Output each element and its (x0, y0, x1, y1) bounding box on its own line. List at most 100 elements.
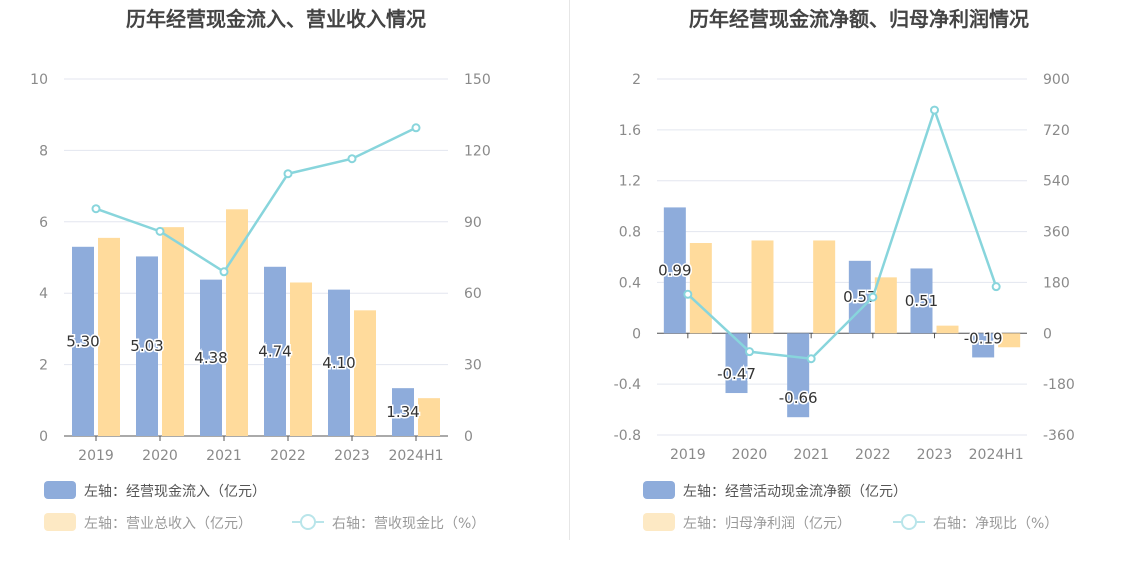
legend-swatch-line-marker (901, 514, 917, 530)
right-axis-tick-label: 90 (464, 215, 482, 231)
left-axis-tick-label: 0 (39, 429, 48, 445)
x-axis-tick-label: 2024H1 (969, 447, 1024, 463)
bar-primary (136, 256, 158, 436)
bar-secondary (290, 282, 312, 436)
left-axis-tick-label: 6 (39, 215, 48, 231)
left-axis-tick-label: 2 (39, 358, 48, 374)
right-axis-tick-label: -360 (1043, 428, 1075, 444)
x-axis-tick-label: 2019 (670, 447, 706, 463)
x-axis-tick-label: 2022 (855, 447, 891, 463)
right-axis-tick-label: 900 (1043, 72, 1070, 88)
line-point (411, 123, 421, 133)
bar-primary (725, 333, 748, 394)
x-axis-tick-label: 2021 (793, 447, 829, 463)
x-axis-tick-label: 2024H1 (388, 448, 443, 464)
bar-data-label: 1.34 (386, 403, 419, 421)
bar-secondary (689, 243, 712, 334)
bar-secondary (162, 227, 184, 436)
bar-data-label: 5.03 (130, 337, 163, 355)
bar-primary (972, 333, 995, 358)
right-axis-tick-label: 150 (464, 72, 491, 88)
legend-label-line: 右轴：营收现金比（%） (332, 516, 485, 532)
line-point (283, 169, 293, 179)
left-axis-tick-label: -0.4 (614, 377, 641, 393)
chart-title: 历年经营现金流净额、归母净利润情况 (689, 7, 1029, 31)
line-point (347, 154, 357, 164)
bar-data-label: -0.19 (964, 329, 1003, 347)
x-axis-tick-label: 2022 (270, 448, 306, 464)
bar-secondary (354, 310, 376, 436)
legend-swatch-secondary (643, 513, 675, 531)
line-series (686, 106, 998, 361)
x-axis-tick-label: 2023 (334, 448, 370, 464)
bar-primary (200, 279, 222, 436)
bar-data-label: -0.47 (717, 365, 756, 383)
line-point (683, 289, 693, 299)
legend-swatch-secondary (44, 513, 76, 531)
bar-primary (328, 289, 350, 436)
bar-secondary (98, 237, 120, 436)
x-axis-tick-label: 2019 (78, 448, 114, 464)
left-axis-tick-label: 8 (39, 143, 48, 159)
x-axis-tick-label: 2020 (732, 447, 768, 463)
bar-secondary (226, 209, 248, 436)
left-axis-tick-label: 10 (30, 72, 48, 88)
line-point (930, 105, 939, 115)
line-point (91, 204, 101, 214)
bar-primary (663, 207, 686, 334)
bar-secondary (936, 325, 959, 334)
legend-swatch-primary (643, 481, 675, 499)
bar-primary (787, 333, 810, 418)
line-point (219, 267, 229, 277)
right-axis-tick-label: 0 (464, 429, 473, 445)
bar-secondary (874, 277, 897, 334)
chart-panel-cash-inflow: 历年经营现金流入、营业收入情况 0 2 4 6 8 10 0 30 60 90 120 150 2019 5… (0, 0, 567, 582)
line-point (745, 347, 754, 357)
right-axis-tick-label: 720 (1043, 123, 1070, 139)
legend-label-primary: 左轴：经营活动现金流净额（亿元） (683, 484, 907, 500)
right-axis-tick-label: 180 (1043, 275, 1070, 291)
bar-primary (264, 266, 286, 436)
line-point (155, 226, 165, 236)
left-axis-tick-label: 4 (39, 286, 48, 302)
legend-swatch-primary (44, 481, 76, 499)
chart-net-cash-profit: 历年经营现金流净额、归母净利润情况 -0.8 -0.4 0 0.4 0.8 1.2 1.6 2 -… (614, 7, 1075, 532)
legend-swatch-line-marker (300, 514, 316, 530)
bar-secondary (751, 240, 774, 334)
chart-cash-inflow-revenue: 历年经营现金流入、营业收入情况 0 2 4 6 8 10 0 30 60 90 120 150 2019 5… (30, 7, 491, 532)
bar-data-label: 5.30 (66, 332, 99, 350)
right-axis-tick-label: 120 (464, 143, 491, 159)
right-axis-tick-label: 0 (1043, 326, 1052, 342)
line-point (868, 292, 878, 302)
bar-primary (910, 268, 933, 334)
bar-data-label: -0.66 (779, 389, 818, 407)
legend-label-secondary: 左轴：归母净利润（亿元） (683, 515, 851, 532)
legend-label-primary: 左轴：经营现金流入（亿元） (84, 484, 266, 500)
x-axis-tick-label: 2020 (142, 448, 178, 464)
x-axis-tick-label: 2021 (206, 448, 242, 464)
right-axis-tick-label: -180 (1043, 377, 1075, 393)
left-axis-tick-label: -0.8 (614, 428, 641, 444)
left-axis-tick-label: 1.2 (619, 174, 641, 190)
bar-secondary (998, 333, 1021, 348)
bar-data-label: 0.99 (658, 261, 691, 279)
bar-secondary (813, 240, 836, 334)
right-axis-tick-label: 360 (1043, 225, 1070, 241)
left-axis-tick-label: 0 (632, 326, 641, 342)
line-point (991, 282, 1001, 292)
line-point (806, 354, 816, 364)
panel-divider (569, 0, 570, 540)
bar-data-label: 0.51 (905, 292, 938, 310)
x-axis-tick-label: 2023 (917, 447, 953, 463)
bar-data-label: 4.10 (322, 354, 355, 372)
bar-secondary (418, 398, 440, 436)
bar-primary (392, 388, 414, 436)
legend-label-line: 右轴：净现比（%） (933, 516, 1058, 532)
chart-title: 历年经营现金流入、营业收入情况 (126, 7, 426, 31)
line-series (95, 126, 417, 274)
left-axis-tick-label: 1.6 (619, 123, 641, 139)
bar-primary (72, 246, 94, 436)
right-axis-tick-label: 60 (464, 286, 482, 302)
left-axis-tick-label: 0.4 (619, 275, 641, 291)
right-axis-tick-label: 30 (464, 358, 482, 374)
